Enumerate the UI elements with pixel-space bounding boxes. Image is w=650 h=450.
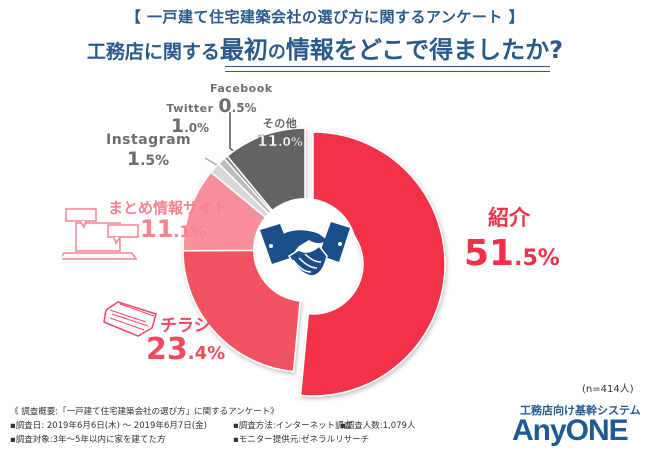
twitter-pct-dec: .0% <box>184 121 210 135</box>
twitter-name: Twitter <box>166 102 214 115</box>
question-part1: 工務店に関する <box>86 41 220 63</box>
chirashi-pct: 23.4% <box>146 332 225 367</box>
label-sonota: その他 11.0% <box>255 115 305 150</box>
chirashi-pct-int: 23 <box>146 332 188 367</box>
instagram-pct-dec: .5% <box>140 153 170 169</box>
label-instagram: Instagram 1.5% <box>106 132 192 170</box>
laptop-chat-icon <box>62 208 139 260</box>
instagram-pct-int: 1 <box>126 148 141 170</box>
question-part5: をどこで得ましたか? <box>333 36 564 64</box>
sonota-name: その他 <box>262 117 298 130</box>
flyer-stack-icon <box>103 301 157 337</box>
facebook-pct-dec: .5% <box>231 101 257 115</box>
logo-tagline: 工務店向け基幹システム <box>520 404 641 417</box>
survey-title: 【 一戸建て住宅建築会社の選び方に関するアンケート 】 <box>125 8 525 26</box>
label-facebook: Facebook 0.5% <box>210 82 273 117</box>
chirashi-pct-dec: .4% <box>187 343 226 364</box>
matome-name: まとめ情報サイト <box>108 199 229 217</box>
survey-method: ▪調査方法:インターネット調査 <box>233 421 353 431</box>
survey-date: ▪調査日: 2019年6月6日(木) 〜 2019年6月7日(金) <box>10 421 207 431</box>
matome-pct: 11.1% <box>140 215 207 243</box>
facebook-name: Facebook <box>210 82 273 95</box>
shoukai-pct-int: 51 <box>464 233 515 274</box>
matome-pct-int: 11 <box>140 215 174 243</box>
survey-count: ▪調査人数:1,079人 <box>340 421 416 431</box>
shoukai-pct-dec: .5% <box>514 246 560 271</box>
anyone-logo: AnyONE <box>512 414 629 447</box>
sample-size: (n=414人) <box>582 384 634 395</box>
survey-overview: 《 調査概要:「一戸建て住宅建築会社の選び方」に関するアンケート》 <box>10 407 279 417</box>
label-twitter: Twitter 1.0% <box>165 102 215 137</box>
sonota-pct-dec: .0% <box>277 135 303 150</box>
question-part4: 情報 <box>285 36 334 64</box>
chirashi-name: チラシ <box>160 316 211 336</box>
pie-slice-0 <box>299 131 446 397</box>
twitter-pct-int: 1 <box>170 115 185 137</box>
question-part3: の <box>267 42 286 63</box>
survey-target: ▪調査対象:3年〜5年以内に家を建てた方 <box>10 435 166 445</box>
survey-provider: ▪モニター提供元:ゼネラルリサーチ <box>233 435 370 445</box>
facebook-pct-int: 0 <box>218 95 232 117</box>
question-title: 工務店に関する最初の情報をどこで得ましたか? <box>0 30 650 65</box>
shoukai-pct: 51.5% <box>464 233 560 274</box>
sonota-pct-int: 11 <box>257 132 278 151</box>
question-part2: 最初 <box>219 36 268 64</box>
title-underline <box>225 66 550 72</box>
instagram-name: Instagram <box>106 132 192 148</box>
handshake-icon <box>260 222 350 277</box>
shoukai-name: 紹介 <box>488 206 530 230</box>
matome-pct-dec: .1% <box>173 222 207 241</box>
